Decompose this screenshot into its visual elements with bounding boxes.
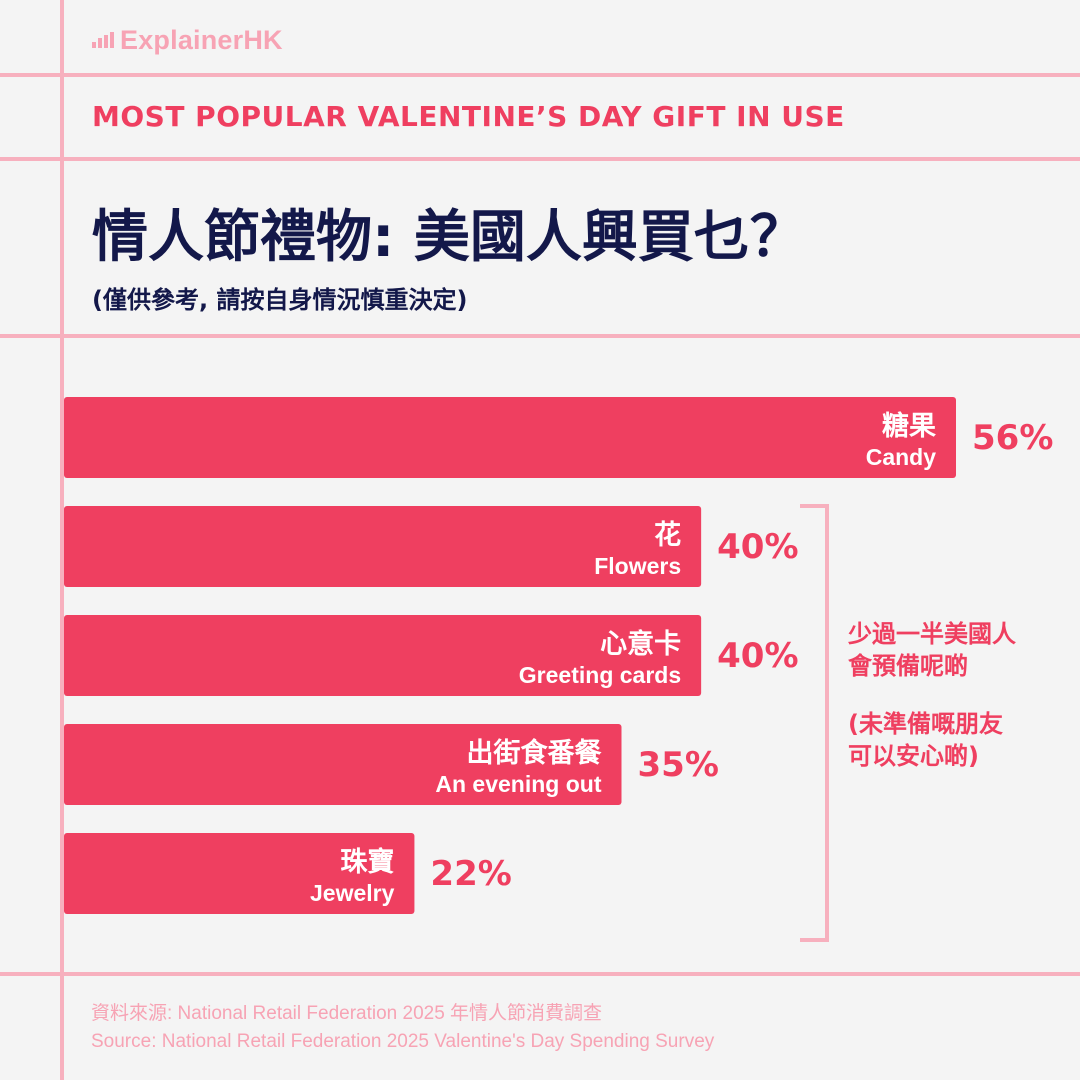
- bar-label-zh-4: 珠寶: [340, 846, 394, 878]
- bar-value-label-4: 22%: [430, 854, 511, 894]
- bar-label-en-1: Flowers: [594, 553, 681, 579]
- bar-value-label-2: 40%: [717, 636, 798, 676]
- bar-2: [64, 615, 702, 696]
- bar-label-en-0: Candy: [866, 444, 937, 470]
- bar-label-en-3: An evening out: [435, 771, 601, 797]
- rule-line-3: [0, 334, 1080, 338]
- annotation-line-4: 可以安心啲): [848, 742, 979, 770]
- bar-value-label-1: 40%: [717, 527, 798, 567]
- annotation-line-1: 少過一半美國人: [848, 620, 1016, 648]
- bar-4: [64, 833, 415, 914]
- bar-label-zh-3: 出街食番餐: [467, 737, 603, 769]
- source-note: 資料來源: National Retail Federation 2025 年情…: [91, 1000, 714, 1056]
- source-zh: 資料來源: National Retail Federation 2025 年情…: [91, 1003, 603, 1024]
- rule-line-2: [0, 157, 1080, 161]
- bar-label-zh-2: 心意卡: [600, 628, 681, 660]
- disclaimer-note: (僅供參考, 請按自身情況慎重決定): [92, 286, 468, 314]
- source-en: Source: National Retail Federation 2025 …: [91, 1031, 715, 1052]
- group-bracket: [800, 504, 829, 942]
- brand-logo: ExplainerHK: [92, 22, 283, 58]
- chart-annotation: 少過一半美國人 會預備呢啲 (未準備嘅朋友 可以安心啲): [848, 618, 1068, 772]
- subtitle-english: MOST POPULAR VALENTINE’S DAY GIFT IN USE: [92, 100, 845, 133]
- page-title: 情人節禮物: 美國人興買乜？: [92, 205, 806, 270]
- left-rule-line: [60, 0, 64, 1080]
- rule-line-4: [0, 972, 1080, 976]
- brand-name: ExplainerHK: [120, 24, 283, 55]
- bar-3: [64, 724, 622, 805]
- bar-value-label-0: 56%: [972, 418, 1053, 458]
- bar-label-zh-0: 糖果: [882, 410, 936, 442]
- bar-label-en-2: Greeting cards: [519, 662, 681, 688]
- bar-label-en-4: Jewelry: [310, 880, 395, 906]
- bar-1: [64, 506, 702, 587]
- annotation-line-2: 會預備呢啲: [848, 652, 968, 680]
- bar-value-label-3: 35%: [638, 745, 719, 785]
- bar-chart-icon: [92, 32, 114, 48]
- bar-0: [64, 397, 956, 478]
- annotation-line-3: (未準備嘅朋友: [848, 710, 1003, 738]
- rule-line-1: [0, 73, 1080, 77]
- bar-label-zh-1: 花: [654, 520, 681, 551]
